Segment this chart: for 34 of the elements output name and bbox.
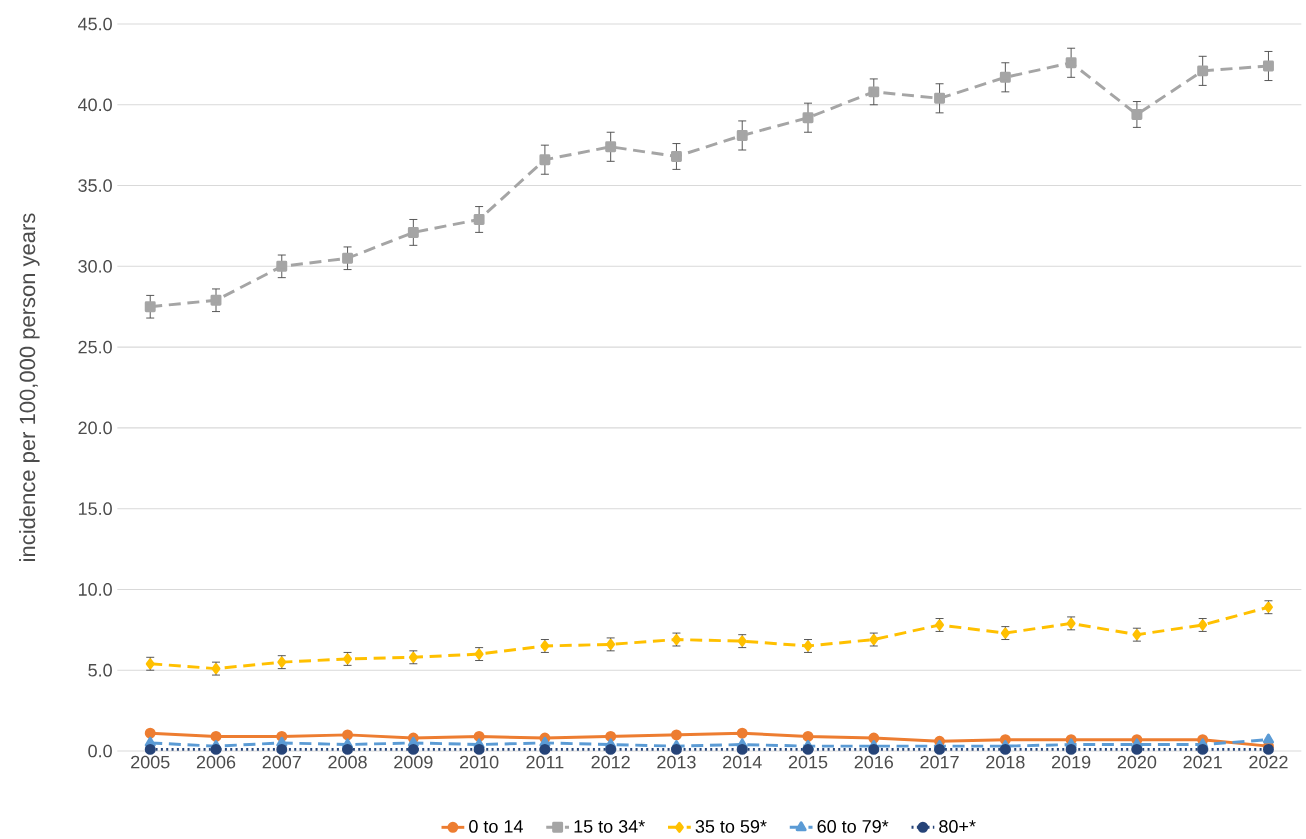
- x-tick-label: 2017: [920, 755, 959, 769]
- x-tick-label: 2006: [196, 755, 236, 769]
- legend-label: 15 to 34*: [574, 820, 645, 833]
- x-tick-label: 2020: [1117, 755, 1157, 769]
- x-tick-label: 2015: [788, 755, 828, 769]
- x-tick-label: 2019: [1052, 755, 1091, 769]
- y-tick-label: 10.0: [78, 583, 112, 596]
- x-tick-label: 2013: [657, 755, 696, 769]
- y-tick-label: 20.0: [78, 421, 112, 435]
- x-tick-label: 2005: [131, 755, 170, 769]
- legend-label: 60 to 79*: [817, 820, 889, 833]
- y-tick-label: 40.0: [78, 98, 112, 112]
- y-tick-label: 30.0: [78, 259, 112, 273]
- y-tick-label: 25.0: [78, 340, 112, 354]
- y-tick-label: 15.0: [78, 502, 112, 516]
- y-tick-label: 45.0: [78, 17, 112, 31]
- x-tick-label: 2012: [591, 755, 630, 769]
- x-tick-label: 2009: [394, 755, 433, 769]
- x-tick-label: 2014: [723, 755, 762, 769]
- x-tick-label: 2011: [526, 755, 564, 769]
- x-tick-label: 2021: [1183, 755, 1222, 769]
- x-tick-label: 2007: [262, 755, 301, 769]
- legend-label: 80+*: [939, 820, 976, 833]
- y-axis-title: incidence per 100,000 person years: [19, 213, 40, 561]
- x-tick-label: 2008: [328, 755, 367, 769]
- legend-label: 35 to 59*: [695, 820, 767, 833]
- y-tick-label: 5.0: [88, 663, 112, 677]
- y-tick-label: 0.0: [88, 744, 112, 758]
- x-tick-label: 2010: [459, 755, 499, 769]
- legend-label: 0 to 14: [469, 820, 523, 833]
- y-tick-label: 35.0: [78, 179, 112, 192]
- x-tick-label: 2018: [986, 755, 1025, 769]
- x-tick-label: 2016: [854, 755, 894, 769]
- x-tick-label: 2022: [1249, 755, 1288, 769]
